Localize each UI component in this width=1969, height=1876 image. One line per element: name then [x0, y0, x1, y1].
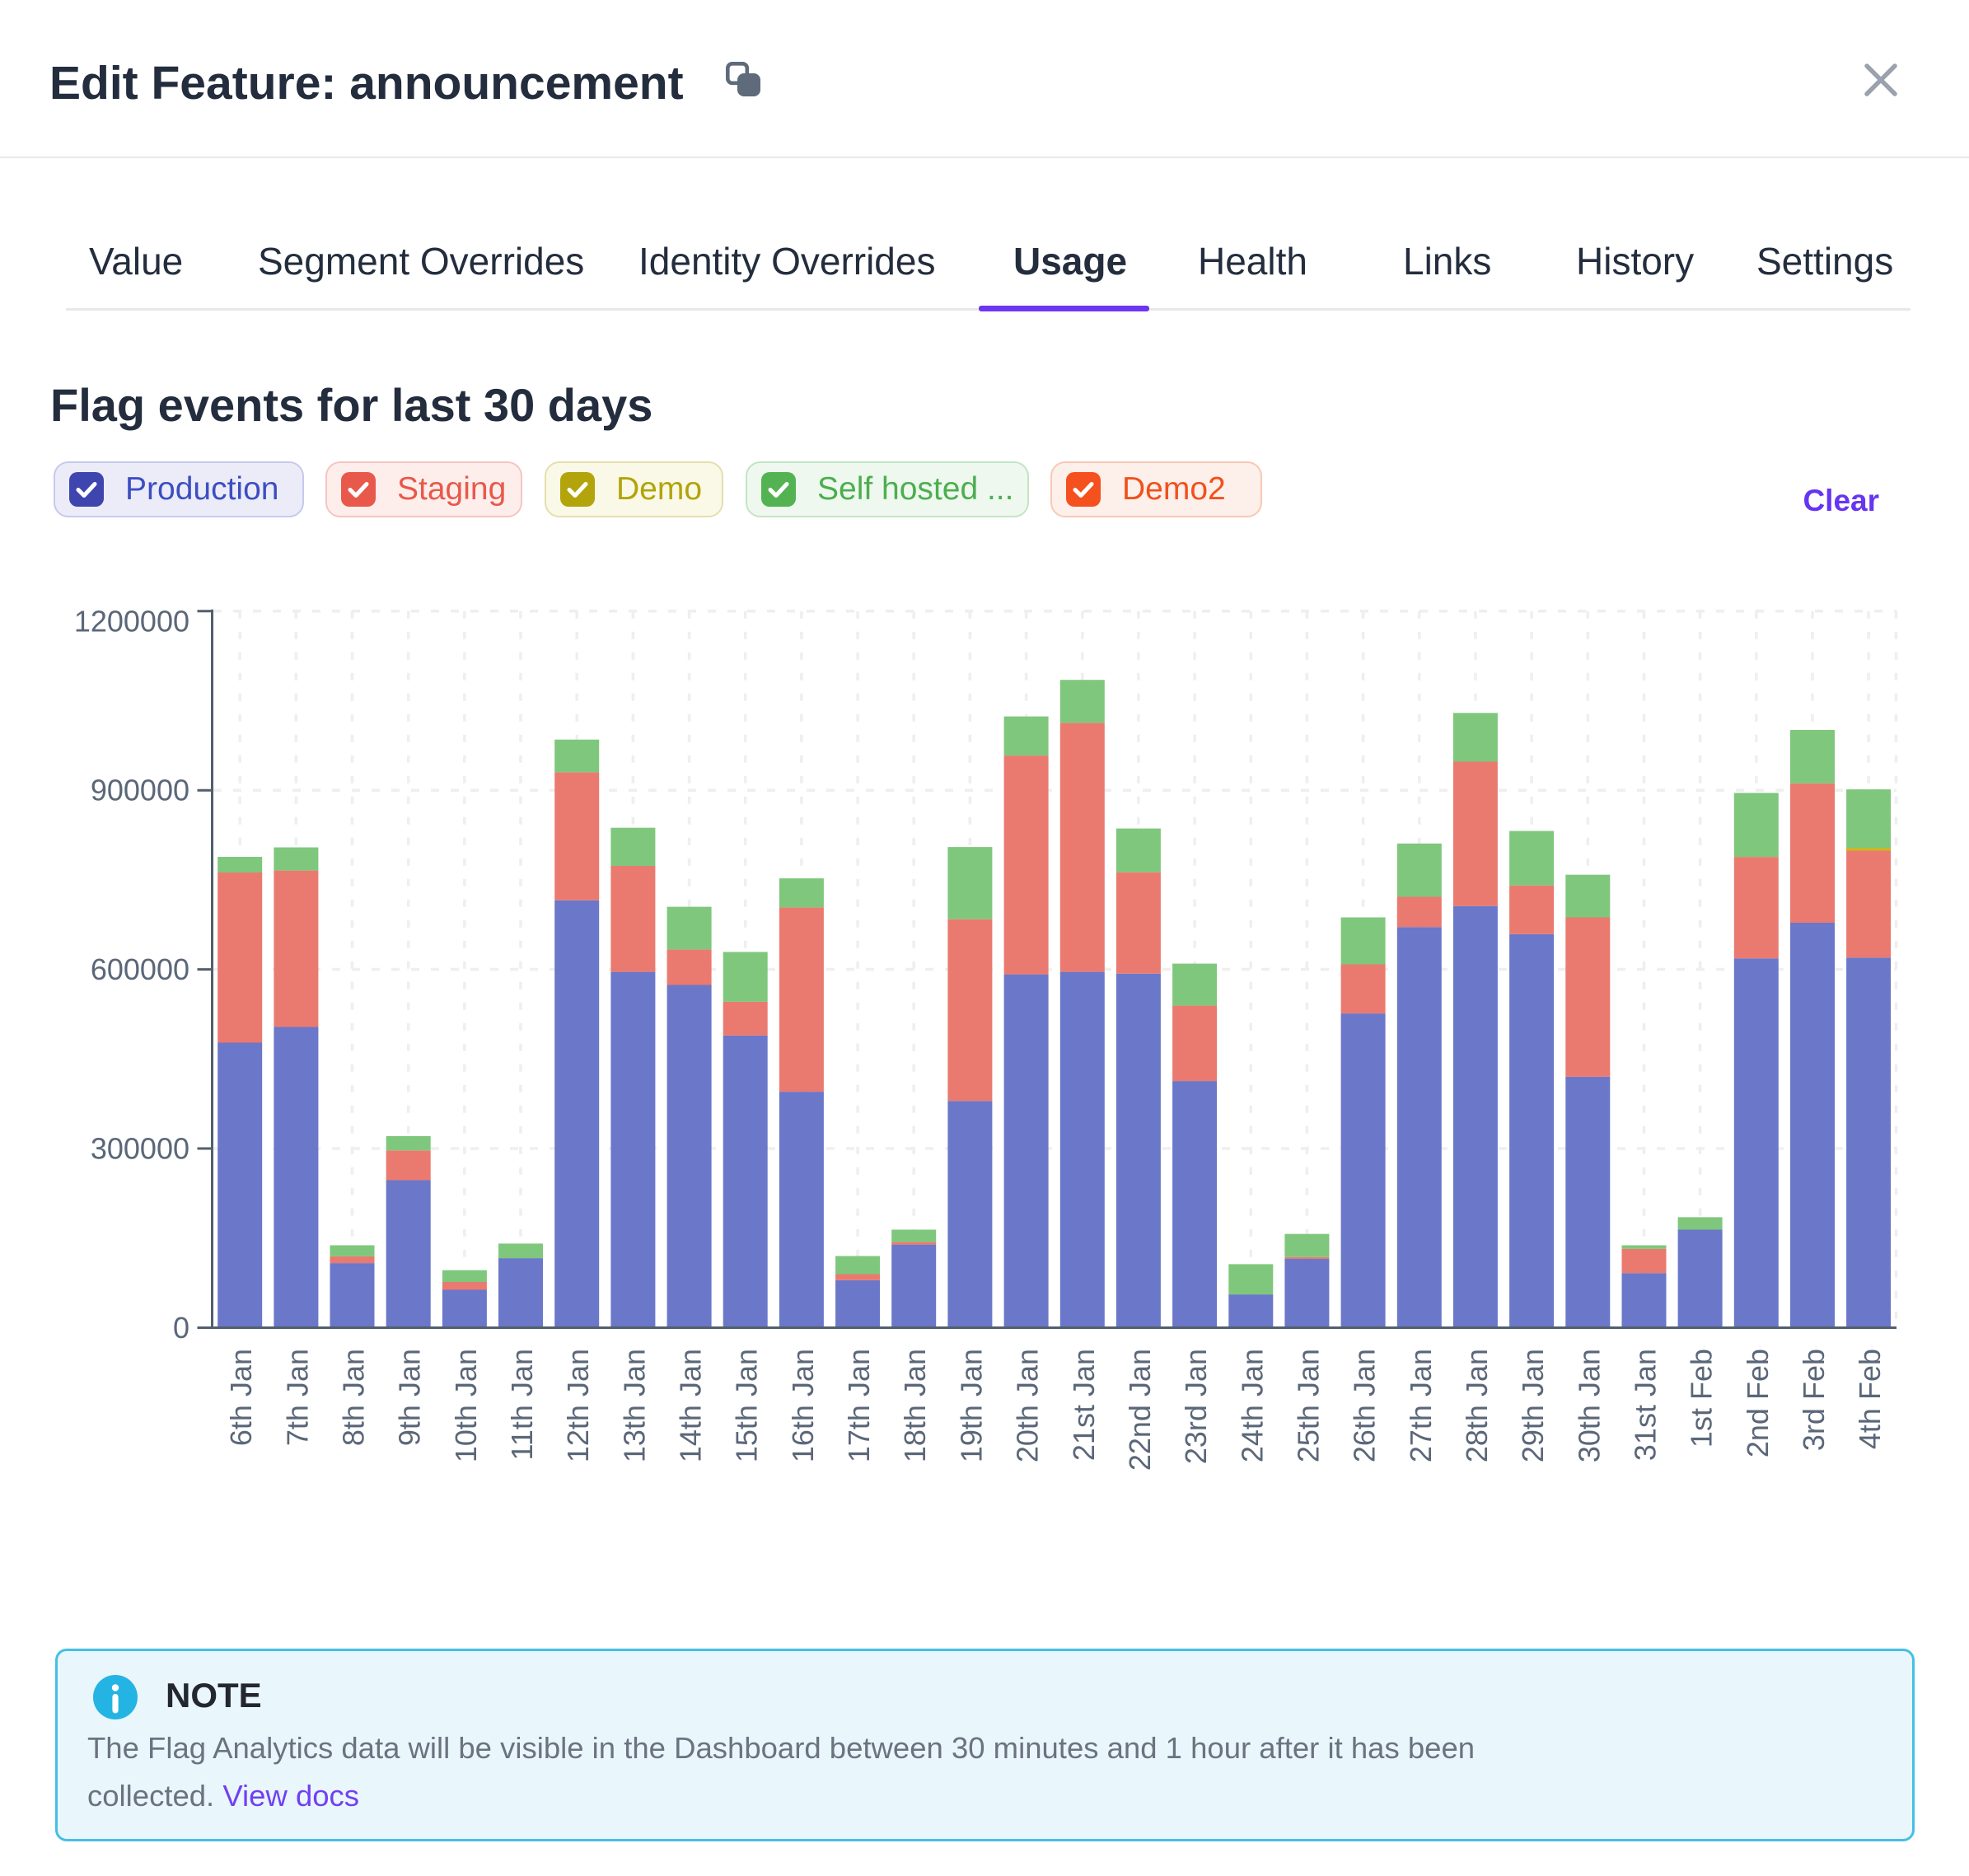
- svg-text:9th Jan: 9th Jan: [393, 1349, 427, 1446]
- svg-text:13th Jan: 13th Jan: [617, 1349, 651, 1462]
- svg-text:19th Jan: 19th Jan: [954, 1349, 988, 1462]
- svg-text:29th Jan: 29th Jan: [1516, 1349, 1550, 1462]
- svg-text:18th Jan: 18th Jan: [898, 1349, 932, 1462]
- svg-text:600000: 600000: [91, 952, 189, 986]
- svg-text:24th Jan: 24th Jan: [1235, 1349, 1269, 1462]
- svg-text:300000: 300000: [91, 1132, 189, 1166]
- svg-text:14th Jan: 14th Jan: [674, 1349, 708, 1462]
- svg-text:1st Feb: 1st Feb: [1685, 1349, 1719, 1448]
- svg-text:0: 0: [173, 1311, 189, 1345]
- svg-text:31st Jan: 31st Jan: [1629, 1349, 1663, 1461]
- svg-text:27th Jan: 27th Jan: [1404, 1349, 1438, 1462]
- svg-text:22nd Jan: 22nd Jan: [1123, 1349, 1157, 1471]
- svg-text:3rd Feb: 3rd Feb: [1797, 1349, 1831, 1451]
- svg-text:26th Jan: 26th Jan: [1348, 1349, 1382, 1462]
- svg-text:28th Jan: 28th Jan: [1460, 1349, 1494, 1462]
- svg-text:16th Jan: 16th Jan: [786, 1349, 820, 1462]
- svg-text:11th Jan: 11th Jan: [505, 1349, 539, 1460]
- svg-text:7th Jan: 7th Jan: [280, 1349, 314, 1446]
- svg-text:17th Jan: 17th Jan: [842, 1349, 876, 1462]
- svg-text:15th Jan: 15th Jan: [730, 1349, 764, 1462]
- svg-text:30th Jan: 30th Jan: [1572, 1349, 1606, 1462]
- svg-text:21st Jan: 21st Jan: [1067, 1349, 1101, 1461]
- svg-text:900000: 900000: [91, 774, 189, 807]
- svg-text:10th Jan: 10th Jan: [449, 1349, 483, 1462]
- svg-text:20th Jan: 20th Jan: [1011, 1349, 1045, 1462]
- svg-text:12th Jan: 12th Jan: [561, 1349, 595, 1462]
- svg-text:25th Jan: 25th Jan: [1291, 1349, 1325, 1462]
- svg-text:23rd Jan: 23rd Jan: [1179, 1349, 1213, 1464]
- svg-text:6th Jan: 6th Jan: [224, 1349, 258, 1446]
- svg-text:4th Feb: 4th Feb: [1853, 1349, 1887, 1449]
- svg-text:1200000: 1200000: [74, 605, 189, 639]
- svg-text:2nd Feb: 2nd Feb: [1741, 1349, 1775, 1457]
- svg-text:8th Jan: 8th Jan: [337, 1349, 371, 1446]
